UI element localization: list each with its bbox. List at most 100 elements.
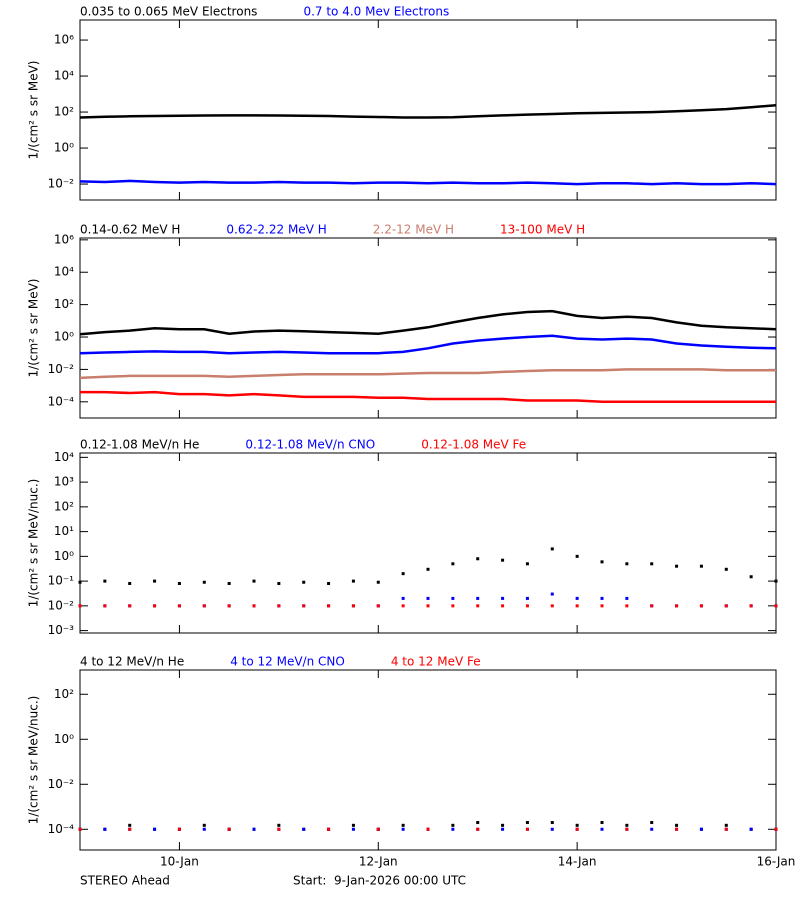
data-point	[227, 582, 231, 586]
data-point	[476, 596, 480, 600]
data-point	[451, 827, 455, 831]
y-tick-label: 10⁴	[54, 450, 74, 464]
legend-entry: 0.14-0.62 MeV H	[80, 223, 180, 237]
data-point	[550, 821, 554, 825]
y-tick-label: 10⁰	[54, 330, 74, 344]
data-point	[650, 562, 654, 566]
data-point	[451, 562, 455, 566]
data-point	[426, 596, 430, 600]
data-point	[625, 827, 629, 831]
data-point	[525, 596, 529, 600]
data-point	[202, 827, 206, 831]
data-point	[774, 604, 778, 608]
data-point	[202, 604, 206, 608]
y-tick-label: 10²	[54, 499, 74, 513]
y-axis-label: 1/(cm² s sr MeV)	[27, 279, 41, 378]
y-tick-label: 10⁴	[54, 265, 74, 279]
x-tick-label: 16-Jan	[757, 855, 796, 869]
data-point	[525, 821, 529, 825]
series-line	[80, 390, 776, 404]
data-point	[78, 827, 82, 831]
data-point	[78, 580, 82, 584]
y-tick-label: 10⁰	[54, 732, 74, 746]
data-point	[724, 827, 728, 831]
data-point	[675, 823, 679, 827]
plot-frame	[79, 452, 777, 634]
y-tick-label: 10⁶	[54, 232, 74, 246]
legend-entry: 4 to 12 MeV Fe	[391, 655, 481, 669]
y-axis-label: 1/(cm² s sr MeV)	[27, 61, 41, 160]
data-point	[724, 604, 728, 608]
y-tick-label: 10⁻²	[48, 362, 75, 376]
data-point	[302, 580, 306, 584]
data-point	[675, 604, 679, 608]
data-point	[252, 579, 256, 583]
data-point	[699, 827, 703, 831]
series-line	[79, 179, 777, 186]
data-point	[525, 604, 529, 608]
legend-entry: 4 to 12 MeV/n CNO	[230, 655, 345, 669]
data-point	[575, 596, 579, 600]
data-point	[103, 827, 107, 831]
legend-entry: 2.2-12 MeV H	[373, 223, 454, 237]
data-point	[376, 580, 380, 584]
data-point	[525, 827, 529, 831]
data-point	[401, 604, 405, 608]
data-point	[426, 604, 430, 608]
y-tick-label: 10⁻²	[48, 177, 75, 191]
start-label: Start: 9-Jan-2026 00:00 UTC	[293, 874, 466, 888]
data-point	[302, 604, 306, 608]
data-point	[376, 604, 380, 608]
data-point	[177, 827, 181, 831]
data-point	[401, 827, 405, 831]
data-point	[277, 604, 281, 608]
series-line	[79, 368, 776, 380]
data-point	[650, 827, 654, 831]
data-point	[575, 827, 579, 831]
data-point	[128, 582, 132, 586]
data-point	[277, 823, 281, 827]
data-point	[501, 604, 505, 608]
y-tick-label: 10⁰	[54, 141, 74, 155]
data-point	[749, 604, 753, 608]
data-point	[600, 560, 604, 564]
legend-entry: 0.12-1.08 MeV/n CNO	[245, 438, 375, 452]
data-point	[501, 558, 505, 562]
data-point	[724, 823, 728, 827]
mission-label: STEREO Ahead	[80, 874, 170, 888]
data-point	[227, 604, 231, 608]
plot-frame	[79, 669, 777, 851]
data-point	[252, 827, 256, 831]
data-point	[625, 596, 629, 600]
data-point	[501, 823, 505, 827]
legend-entry: 0.035 to 0.065 MeV Electrons	[80, 5, 257, 19]
y-tick-label: 10⁻⁴	[48, 822, 75, 836]
legend-entry: 4 to 12 MeV/n He	[80, 655, 184, 669]
y-tick-label: 10²	[54, 687, 74, 701]
data-point	[600, 821, 604, 825]
y-tick-label: 10²	[54, 105, 74, 119]
data-point	[302, 827, 306, 831]
legend-entry: 0.7 to 4.0 Mev Electrons	[303, 5, 449, 19]
data-point	[451, 823, 455, 827]
data-point	[550, 827, 554, 831]
data-point	[625, 604, 629, 608]
series-line	[79, 334, 777, 355]
data-point	[625, 823, 629, 827]
data-point	[675, 564, 679, 568]
legend-entry: 13-100 MeV H	[500, 223, 585, 237]
y-tick-label: 10⁻⁴	[48, 394, 75, 408]
data-point	[774, 579, 778, 583]
data-point	[476, 821, 480, 825]
data-point	[550, 592, 554, 596]
data-point	[277, 827, 281, 831]
data-point	[476, 557, 480, 561]
data-point	[327, 582, 331, 586]
data-point	[153, 604, 157, 608]
data-point	[351, 604, 355, 608]
data-point	[724, 567, 728, 571]
data-point	[675, 827, 679, 831]
data-point	[600, 604, 604, 608]
data-point	[501, 596, 505, 600]
